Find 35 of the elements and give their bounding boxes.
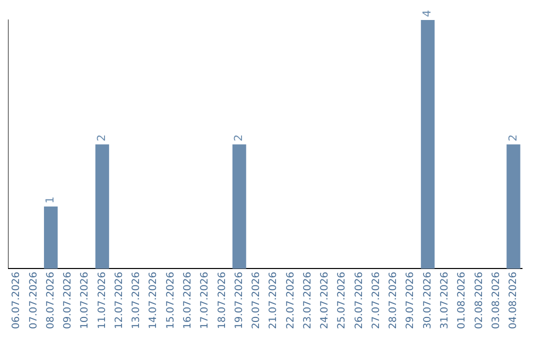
x-tick-label: 08.07.2026 <box>45 272 56 330</box>
x-tick-label: 29.07.2026 <box>405 272 416 330</box>
x-tick-label: 02.08.2026 <box>474 272 485 330</box>
x-tick-label: 03.08.2026 <box>490 272 502 330</box>
x-tick-label: 04.08.2026 <box>508 272 520 330</box>
x-tick-label: 17.07.2026 <box>200 272 211 330</box>
x-tick-label: 13.07.2026 <box>131 272 142 330</box>
x-tick-label: 15.07.2026 <box>165 272 176 330</box>
x-tick-label: 19.07.2026 <box>234 272 245 330</box>
x-tick-label: 10.07.2026 <box>80 272 91 330</box>
data-label: 2 <box>506 134 520 142</box>
x-tick-label: 22.07.2026 <box>285 272 296 330</box>
x-tick-label: 31.07.2026 <box>439 272 450 330</box>
x-tick-label: 01.08.2026 <box>456 272 468 330</box>
x-tick-label: 16.07.2026 <box>182 272 194 330</box>
x-tick-label: 18.07.2026 <box>216 272 228 330</box>
x-tick-label: 24.07.2026 <box>320 272 331 330</box>
x-tick-label: 26.07.2026 <box>354 272 365 330</box>
data-label: 4 <box>420 10 434 17</box>
x-tick-label: 25.07.2026 <box>336 272 348 330</box>
x-tick-label: 21.07.2026 <box>268 272 280 330</box>
x-tick-label: 06.07.2026 <box>11 272 22 330</box>
x-tick-label: 12.07.2026 <box>114 272 125 330</box>
x-tick-label: 14.07.2026 <box>148 272 160 330</box>
x-tick-label: 27.07.2026 <box>370 272 382 330</box>
x-tick-label: 07.07.2026 <box>28 272 40 330</box>
x-tick-label: 28.07.2026 <box>388 272 400 330</box>
data-label: 2 <box>232 134 246 142</box>
x-tick-label: 23.07.2026 <box>302 272 314 330</box>
x-tick-label: 30.07.2026 <box>422 272 434 330</box>
x-tick-label: 09.07.2026 <box>62 272 74 330</box>
x-tick-label: 20.07.2026 <box>251 272 262 330</box>
data-label: 1 <box>44 196 57 204</box>
data-label: 2 <box>95 134 108 142</box>
x-tick-label: 11.07.2026 <box>96 272 108 330</box>
